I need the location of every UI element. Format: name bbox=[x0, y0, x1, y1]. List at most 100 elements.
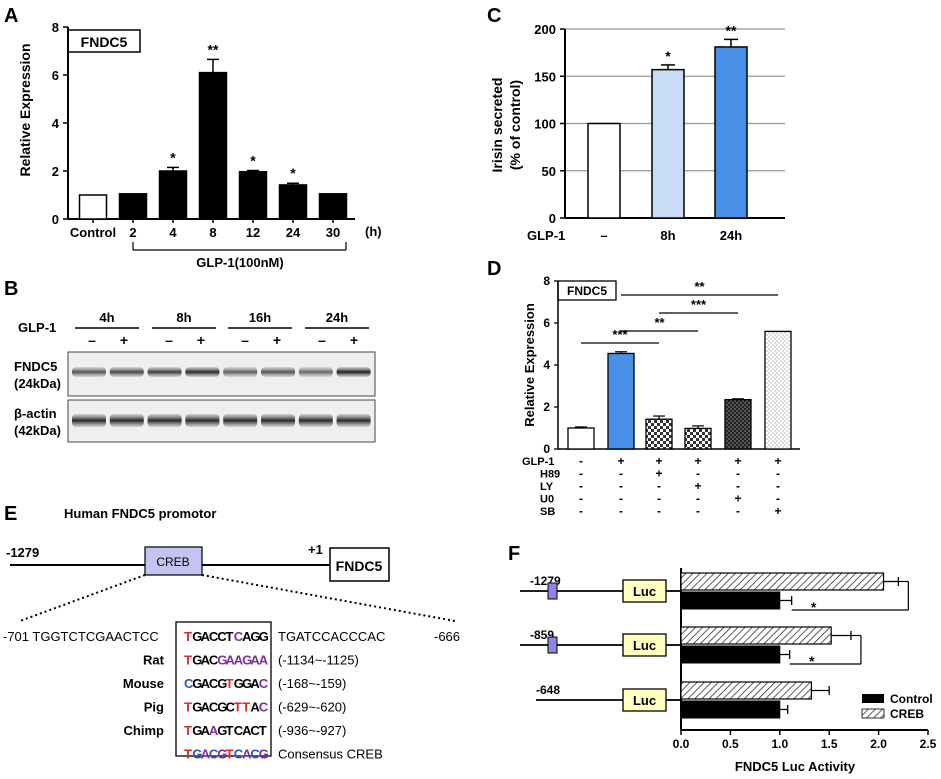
motif-nucleotide: A bbox=[201, 653, 211, 668]
panel-a-letter: A bbox=[4, 5, 18, 27]
legend-swatch-control bbox=[862, 694, 884, 703]
motif-nucleotide: T bbox=[184, 700, 192, 715]
legend-label-control: Control bbox=[890, 692, 933, 706]
plus-sign: + bbox=[350, 332, 358, 348]
panel-d-comparisons: ********** bbox=[581, 279, 778, 344]
motif-nucleotide: A bbox=[201, 700, 211, 715]
treatment-mark: - bbox=[696, 504, 700, 518]
x-tick-label: 1.0 bbox=[771, 737, 788, 751]
motif-nucleotide: C bbox=[209, 653, 219, 668]
motif-nucleotide: A bbox=[209, 723, 219, 738]
bar bbox=[158, 170, 188, 220]
fndc5-band-mw: (24kDa) bbox=[14, 376, 61, 391]
motif-nucleotide: A bbox=[259, 653, 269, 668]
fndc5-gene-box bbox=[329, 547, 390, 582]
treatment-mark: + bbox=[655, 467, 662, 481]
y-tick-label: 6 bbox=[543, 316, 550, 330]
x-tick-label: 1.5 bbox=[821, 737, 838, 751]
motif-nucleotide: A bbox=[242, 747, 252, 762]
actin-band bbox=[336, 414, 371, 427]
actin-band bbox=[261, 414, 295, 427]
significance-label: * bbox=[170, 149, 176, 165]
x-tick-label: 0.5 bbox=[722, 737, 739, 751]
treatment-mark: + bbox=[734, 492, 741, 506]
motif-nucleotide: G bbox=[242, 676, 252, 691]
motif-nucleotide: A bbox=[242, 629, 252, 644]
treatment-mark: + bbox=[774, 454, 781, 468]
panel-d-bars bbox=[567, 330, 792, 450]
treatment-mark: - bbox=[776, 492, 780, 506]
bar-creb bbox=[680, 626, 832, 645]
motif-nucleotide: C bbox=[234, 723, 244, 738]
y-tick-label: 8 bbox=[543, 274, 550, 288]
motif-nucleotide: G bbox=[259, 629, 269, 644]
treatment-mark: - bbox=[619, 504, 623, 518]
fndc5-band bbox=[336, 367, 371, 377]
promoter-start-label: -1279 bbox=[6, 545, 39, 560]
panel-a-bars: ***** bbox=[78, 41, 348, 220]
fndc5-band bbox=[261, 367, 295, 377]
panel-f-bars: ** bbox=[680, 572, 909, 719]
fndc5-gene-label: FNDC5 bbox=[336, 558, 383, 574]
bar bbox=[318, 193, 348, 220]
fndc5-band bbox=[298, 367, 333, 377]
time-label: 16h bbox=[249, 310, 271, 325]
bar bbox=[764, 330, 792, 450]
motif-nucleotide: C bbox=[209, 629, 219, 644]
panel-c-glp-label: GLP-1 bbox=[527, 228, 565, 243]
motif-nucleotide: T bbox=[184, 629, 192, 644]
motif-nucleotide: G bbox=[192, 747, 202, 762]
panel-d-letter: D bbox=[487, 258, 501, 280]
time-label: 8h bbox=[176, 310, 191, 325]
motif-nucleotide: C bbox=[234, 629, 244, 644]
actin-band-label: β-actin bbox=[14, 406, 57, 421]
treatment-mark: + bbox=[694, 479, 701, 493]
y-tick-label: 200 bbox=[534, 22, 556, 37]
tss-label: +1 bbox=[308, 542, 323, 557]
panel-c-y-label: Irisin secreted bbox=[489, 78, 505, 173]
motif-nucleotide: C bbox=[250, 747, 260, 762]
panel-b-glp-label: GLP-1 bbox=[18, 320, 56, 335]
significance-label: * bbox=[250, 153, 256, 169]
treatment-mark: - bbox=[579, 454, 583, 468]
y-tick-label: 2 bbox=[543, 400, 550, 414]
motif-nucleotide: A bbox=[201, 676, 211, 691]
motif-nucleotide: A bbox=[250, 700, 260, 715]
motif-nucleotide: T bbox=[242, 700, 250, 715]
treatment-mark: - bbox=[776, 467, 780, 481]
panel-d-treatment-table: GLP-1- + + + + +H89- - + - - -LY - - - + - -U0- - - - + -SB - -… bbox=[522, 454, 782, 518]
treatment-name: SB bbox=[540, 506, 555, 518]
bar bbox=[714, 46, 748, 219]
motif-nucleotide: C bbox=[209, 676, 219, 691]
fndc5-band-label: FNDC5 bbox=[14, 359, 57, 374]
motif-nucleotide: C bbox=[234, 747, 244, 762]
fndc5-band bbox=[72, 367, 106, 377]
panel-a-tag: FNDC5 bbox=[81, 34, 128, 50]
bar bbox=[645, 418, 673, 450]
motif-range: (-168~-159) bbox=[278, 676, 346, 691]
comparison-label: *** bbox=[691, 297, 707, 312]
motif-nucleotide: A bbox=[201, 723, 211, 738]
legend-swatch-creb bbox=[861, 708, 885, 719]
motif-nucleotide: C bbox=[226, 700, 236, 715]
motif-nucleotide: C bbox=[209, 747, 219, 762]
motif-nucleotide: A bbox=[226, 653, 236, 668]
motif-nucleotide: G bbox=[217, 723, 227, 738]
creb-site-label: CREB bbox=[156, 555, 189, 569]
bar bbox=[567, 427, 595, 450]
motif-nucleotide: G bbox=[217, 676, 227, 691]
significance-label: * bbox=[665, 48, 671, 64]
panel-e-title: Human FNDC5 promotor bbox=[64, 506, 216, 521]
creb-site-box bbox=[144, 546, 203, 576]
comparison-label: ** bbox=[694, 279, 705, 294]
actin-band bbox=[185, 414, 220, 427]
treatment-mark: - bbox=[619, 479, 623, 493]
panel-e-letter: E bbox=[4, 503, 17, 525]
comparison-label: ** bbox=[654, 315, 665, 330]
significance-label: ** bbox=[208, 41, 219, 57]
motif-nucleotide: G bbox=[192, 723, 202, 738]
plus-sign: + bbox=[197, 332, 205, 348]
motif-range: Consensus CREB bbox=[278, 747, 383, 762]
